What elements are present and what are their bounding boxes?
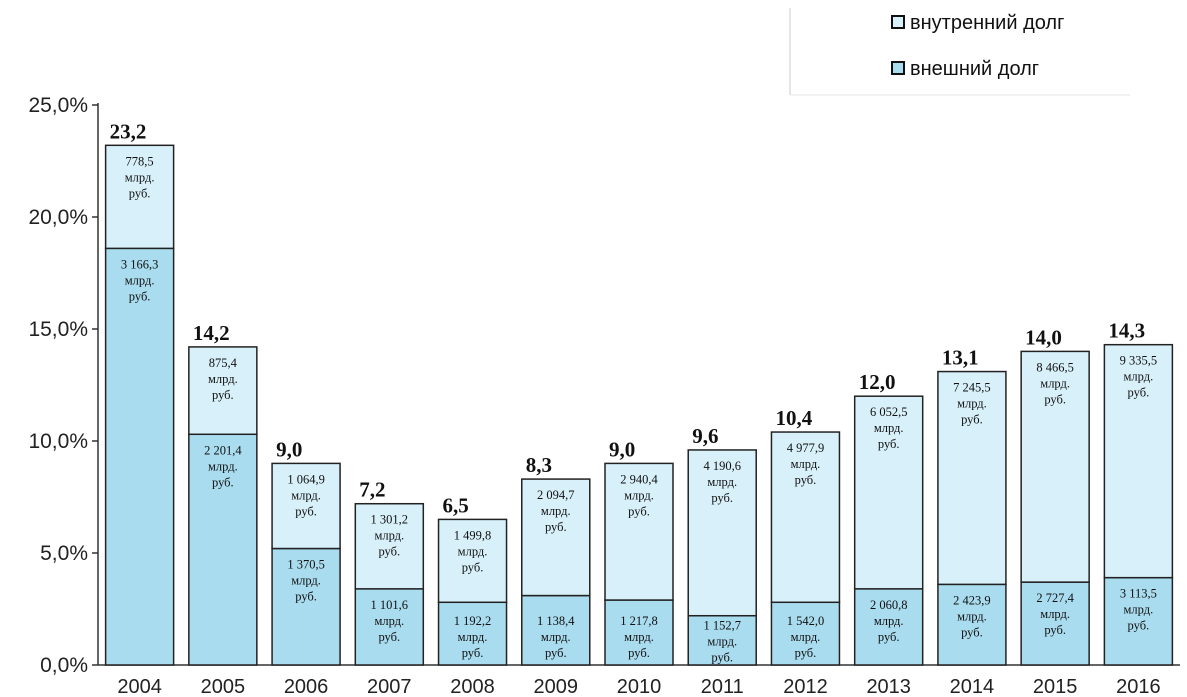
- legend-swatch-external: [891, 61, 905, 75]
- internal-value-label: 7 245,5 млрд. руб.: [953, 381, 991, 427]
- internal-value-label: 4 977,9 млрд. руб.: [787, 441, 825, 487]
- bar-segment-internal-2011: [687, 449, 757, 617]
- bar-total-label: 14,3: [1108, 319, 1145, 343]
- x-tick-label: 2009: [534, 676, 579, 697]
- y-tick-label: 0,0%: [40, 654, 88, 677]
- external-value-label: 2 423,9 млрд. руб.: [953, 593, 991, 639]
- bars: [104, 144, 1174, 666]
- bar-segment-external-2015: [1020, 581, 1090, 666]
- x-tick-label: 2010: [617, 676, 662, 697]
- internal-value-label: 875,4 млрд. руб.: [208, 356, 238, 402]
- bar-segment-internal-2005: [188, 346, 258, 436]
- x-tick-label: 2005: [201, 676, 246, 697]
- external-value-label: 1 192,2 млрд. руб.: [454, 614, 492, 660]
- x-tick-label: 2013: [866, 676, 911, 697]
- bar-segment-internal-2007: [354, 502, 425, 590]
- external-value-label: 2 727,4 млрд. руб.: [1036, 591, 1074, 637]
- external-value-label: 2 201,4 млрд. руб.: [204, 443, 242, 489]
- internal-value-label: 778,5 млрд. руб.: [125, 154, 155, 200]
- internal-value-label: 9 335,5 млрд. руб.: [1120, 354, 1158, 400]
- y-tick-label: 15,0%: [28, 318, 88, 341]
- legend: внутренний долг внешний долг: [789, 8, 1130, 96]
- bar-total-label: 9,6: [692, 424, 718, 448]
- bar-segment-external-2005: [188, 433, 258, 666]
- bar-segment-internal-2012: [770, 431, 841, 604]
- data-labels: 23,2 778,5 млрд. руб. 3 166,3 млрд. руб. 14,2 87…: [110, 119, 1158, 664]
- bar-segment-internal-2008: [437, 518, 508, 604]
- internal-value-label: 8 466,5 млрд. руб.: [1036, 360, 1074, 406]
- bar-segment-internal-2009: [521, 478, 591, 597]
- bar-total-label: 14,2: [193, 321, 230, 345]
- bar-segment-external-2008: [437, 601, 508, 666]
- y-tick-label: 5,0%: [40, 542, 88, 565]
- bar-total-label: 14,0: [1025, 325, 1062, 349]
- internal-value-label: 1 499,8 млрд. руб.: [454, 528, 492, 574]
- external-value-label: 2 060,8 млрд. руб.: [870, 598, 908, 644]
- x-tick-label: 2006: [284, 676, 329, 697]
- internal-value-label: 1 301,2 млрд. руб.: [371, 513, 409, 559]
- bar-segment-external-2006: [271, 547, 341, 666]
- x-tick-label: 2016: [1116, 676, 1161, 697]
- bar-segment-external-2012: [770, 601, 841, 666]
- bar-segment-external-2010: [604, 599, 674, 666]
- x-tick-label: 2004: [117, 676, 162, 697]
- external-value-label: 1 152,7 млрд. руб.: [703, 619, 741, 665]
- internal-value-label: 6 052,5 млрд. руб.: [870, 405, 908, 451]
- external-value-label: 1 101,6 млрд. руб.: [371, 598, 409, 644]
- x-tick-label: 2011: [701, 676, 744, 697]
- bar-segment-external-2007: [354, 588, 425, 666]
- external-value-label: 1 542,0 млрд. руб.: [787, 614, 825, 660]
- bar-total-label: 7,2: [359, 478, 385, 502]
- x-tick-label: 2008: [450, 676, 495, 697]
- external-value-label: 3 166,3 млрд. руб.: [121, 257, 159, 303]
- bar-segment-external-2011: [687, 614, 757, 666]
- legend-label-external: внешний долг: [910, 58, 1039, 80]
- x-tick-label: 2012: [783, 676, 828, 697]
- bar-total-label: 23,2: [110, 119, 147, 143]
- internal-value-label: 2 940,4 млрд. руб.: [620, 472, 658, 518]
- external-value-label: 1 138,4 млрд. руб.: [537, 614, 575, 660]
- bar-total-label: 13,1: [942, 346, 979, 370]
- bar-segment-internal-2006: [271, 462, 341, 550]
- bar-segment-external-2009: [521, 594, 591, 666]
- bar-total-label: 8,3: [526, 453, 552, 477]
- internal-value-label: 1 064,9 млрд. руб.: [287, 472, 325, 518]
- internal-value-label: 2 094,7 млрд. руб.: [537, 488, 575, 534]
- external-value-label: 1 217,8 млрд. руб.: [620, 614, 658, 660]
- bar-segment-internal-2010: [604, 462, 674, 601]
- x-tick-label: 2014: [950, 676, 995, 697]
- bar-total-label: 12,0: [859, 370, 896, 394]
- external-value-label: 1 370,5 млрд. руб.: [287, 558, 325, 604]
- bar-segment-external-2004: [104, 247, 175, 666]
- internal-value-label: 4 190,6 млрд. руб.: [703, 459, 741, 505]
- external-value-label: 3 113,5 млрд. руб.: [1120, 587, 1157, 633]
- y-tick-label: 20,0%: [28, 206, 88, 229]
- bar-segment-internal-2015: [1020, 350, 1090, 583]
- bar-segment-internal-2013: [853, 395, 924, 590]
- bar-total-label: 6,5: [443, 493, 469, 517]
- y-tick-label: 10,0%: [28, 430, 88, 453]
- bar-segment-internal-2016: [1103, 343, 1174, 579]
- bar-segment-external-2014: [937, 583, 1007, 666]
- bar-segment-internal-2004: [104, 144, 175, 250]
- x-tick-label: 2007: [367, 676, 412, 697]
- x-tick-label: 2015: [1033, 676, 1078, 697]
- bar-total-label: 9,0: [276, 437, 302, 461]
- bar-segment-internal-2014: [937, 370, 1007, 586]
- bar-total-label: 10,4: [775, 406, 812, 430]
- legend-label-internal: внутренний долг: [910, 12, 1064, 34]
- y-tick-label: 25,0%: [28, 94, 88, 117]
- legend-swatch-internal: [891, 15, 905, 29]
- axes: 0,0% 5,0% 10,0% 15,0% 20,0% 25,0% 2004 2005 2006…: [28, 94, 1180, 697]
- bar-total-label: 9,0: [609, 437, 635, 461]
